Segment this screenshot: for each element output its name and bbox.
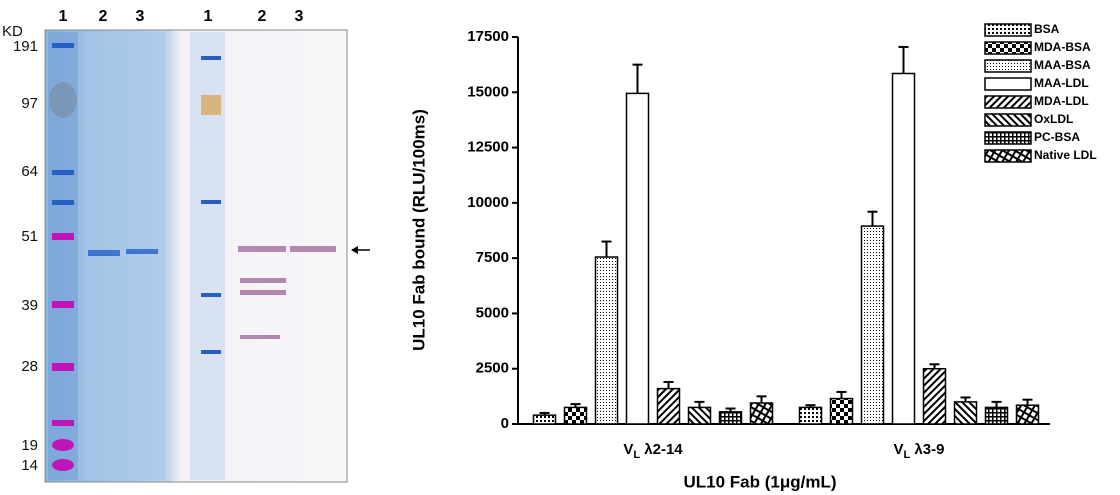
legend-label: MDA-BSA [1034, 40, 1091, 54]
marker-label: 64 [21, 163, 38, 180]
legend-label: MDA-LDL [1034, 94, 1089, 108]
bar [596, 257, 618, 424]
lane-label: 1 [204, 8, 213, 25]
bar [751, 403, 773, 424]
legend-swatch [985, 132, 1031, 144]
bar [831, 399, 853, 424]
y-tick-label: 12500 [467, 139, 509, 156]
y-tick-label: 10000 [467, 194, 509, 211]
figure: UL10 Fab bound (RLU/100ms) UL10 Fab (1μg… [0, 0, 1120, 495]
marker-label: 51 [21, 228, 38, 245]
legend-swatch [985, 60, 1031, 72]
marker-label: 39 [21, 297, 38, 314]
bar [924, 369, 946, 424]
marker-label: 19 [21, 437, 38, 454]
lane-label: 1 [59, 8, 68, 25]
y-tick-label: 7500 [476, 249, 509, 266]
bar [689, 407, 711, 424]
y-tick-label: 2500 [476, 360, 509, 377]
bar [565, 407, 587, 424]
bar [534, 415, 556, 424]
marker-label: 28 [21, 358, 38, 375]
legend-label: Native LDL [1034, 148, 1097, 162]
bar [658, 389, 680, 424]
legend-swatch [985, 78, 1031, 90]
lane-label: 2 [258, 8, 267, 25]
legend-swatch [985, 24, 1031, 36]
legend-swatch [985, 150, 1031, 162]
legend-swatch [985, 96, 1031, 108]
x-tick-label: VL λ2-14 [623, 441, 683, 461]
legend-label: BSA [1034, 22, 1060, 36]
lane-label: 3 [295, 8, 304, 25]
gel-image [45, 30, 370, 482]
y-tick-label: 17500 [467, 28, 509, 45]
lane-label: 3 [136, 8, 145, 25]
x-axis-title: UL10 Fab (1μg/mL) [683, 472, 836, 491]
legend-label: MAA-BSA [1034, 58, 1091, 72]
legend-label: PC-BSA [1034, 130, 1080, 144]
bar [800, 407, 822, 424]
bar [986, 407, 1008, 424]
bar [720, 412, 742, 424]
bar [862, 226, 884, 424]
y-tick-label: 5000 [476, 304, 509, 321]
marker-label: 191 [13, 38, 38, 55]
lane-label: 2 [99, 8, 108, 25]
bar [955, 402, 977, 424]
marker-label: 14 [21, 457, 38, 474]
bar-chart: UL10 Fab bound (RLU/100ms) UL10 Fab (1μg… [409, 109, 836, 491]
bar [1017, 405, 1039, 424]
legend-label: MAA-LDL [1034, 76, 1089, 90]
bar [893, 73, 915, 424]
x-tick-label: VL λ3-9 [894, 441, 945, 461]
y-axis-title: UL10 Fab bound (RLU/100ms) [409, 109, 428, 351]
legend-swatch [985, 42, 1031, 54]
legend-label: OxLDL [1034, 112, 1073, 126]
y-tick-label: 15000 [467, 83, 509, 100]
y-tick-label: 0 [501, 415, 509, 432]
legend-swatch [985, 114, 1031, 126]
marker-label: 97 [21, 95, 38, 112]
bar [627, 93, 649, 424]
